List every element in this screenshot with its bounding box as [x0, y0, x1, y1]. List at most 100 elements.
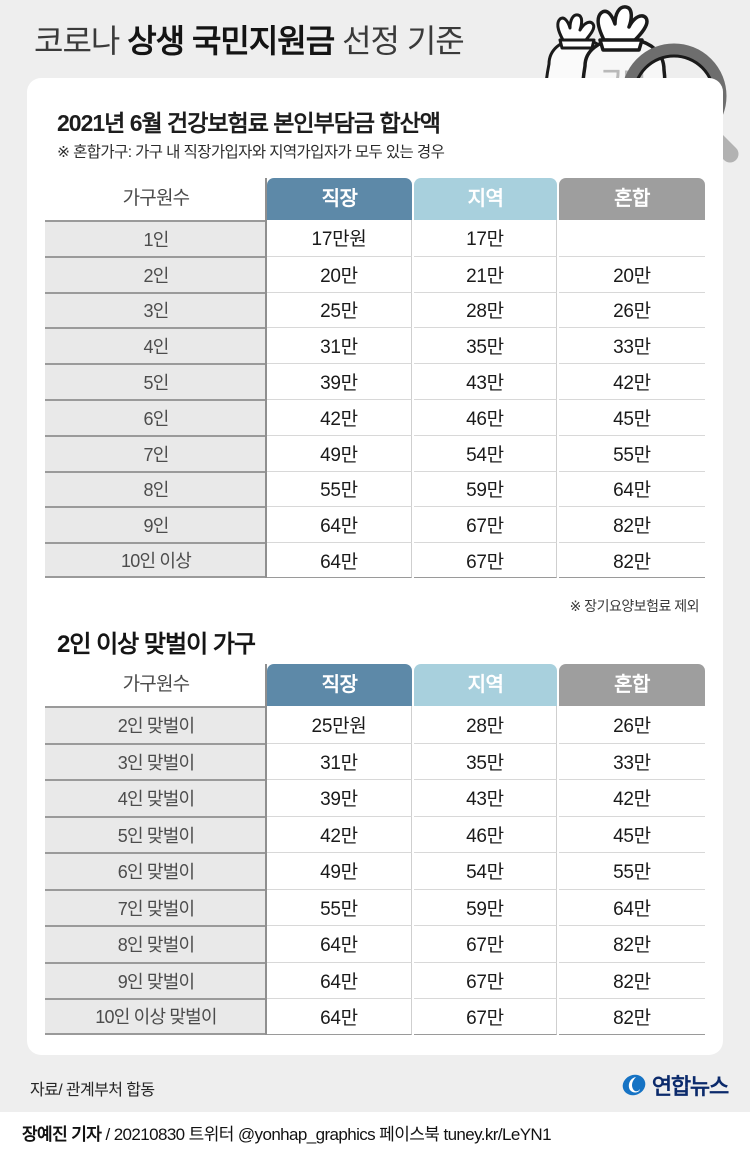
table2-row-label: 6인 맞벌이: [45, 852, 267, 889]
content-card: 2021년 6월 건강보험료 본인부담금 합산액 ※ 혼합가구: 가구 내 직장…: [27, 78, 723, 1055]
table1-cell-value: 49만: [267, 434, 412, 471]
credit-text: 장예진 기자 / 20210830 트위터 @yonhap_graphics 페…: [22, 1120, 552, 1145]
table2-cell-value: 55만: [559, 852, 705, 889]
table2-row-label: 8인 맞벌이: [45, 925, 267, 962]
page-title: 코로나 상생 국민지원금 선정 기준: [34, 20, 465, 62]
table-row: 10인 이상 맞벌이 64만 67만 82만: [45, 998, 705, 1035]
section1-note: ※ 혼합가구: 가구 내 직장가입자와 지역가입자가 모두 있는 경우: [57, 144, 445, 161]
table2-cell-value: 35만: [414, 742, 557, 779]
header: 코로나 상생 국민지원금 선정 기준 국민 지원금: [0, 0, 750, 163]
credit-rest: / 20210830 트위터 @yonhap_graphics 페이스북 tun…: [101, 1125, 551, 1144]
table1-row-label: 7인: [45, 434, 267, 471]
yonhap-swirl-icon: [622, 1074, 646, 1096]
table1-row-label: 4인: [45, 327, 267, 364]
table-row: 8인 맞벌이 64만 67만 82만: [45, 925, 705, 962]
table1-header-row: 가구원수 직장 지역 혼합: [45, 178, 705, 220]
table2-body: 2인 맞벌이 25만원 28만 26만 3인 맞벌이 31만 35만 33만 4인 맞벌이 39만…: [45, 706, 705, 1035]
table-row: 1인 17만원 17만: [45, 220, 705, 256]
table1-body: 1인 17만원 17만 2인 20만 21만 20만 3인 25만 28만 26만 4인 31만 35만 3…: [45, 220, 705, 578]
table1-cell-value: 46만: [414, 398, 557, 435]
table2-cell-value: 82만: [559, 961, 705, 998]
table1-cell-value: 28만: [414, 291, 557, 328]
table-row: 7인 49만 54만 55만: [45, 434, 705, 471]
page-title-part2: 상생 국민지원금: [127, 23, 335, 59]
table2-cell-value: 33만: [559, 742, 705, 779]
yonhap-logo: 연합뉴스: [621, 1069, 729, 1101]
table1-row-label: 10인 이상: [45, 542, 267, 578]
table2-cell-value: 31만: [267, 742, 412, 779]
table2-cell-value: 64만: [267, 925, 412, 962]
table1-cell-value: [559, 220, 705, 256]
table2-header-row: 가구원수 직장 지역 혼합: [45, 664, 705, 706]
table1-cell-value: 55만: [559, 434, 705, 471]
table2-header-col-region: 지역: [414, 664, 557, 706]
table2-cell-value: 82만: [559, 998, 705, 1035]
table-row: 8인 55만 59만 64만: [45, 470, 705, 507]
table2-cell-value: 64만: [267, 998, 412, 1035]
table1-cell-value: 82만: [559, 542, 705, 578]
table1-cell-value: 64만: [267, 542, 412, 578]
table2-cell-value: 55만: [267, 888, 412, 925]
table2-cell-value: 43만: [414, 779, 557, 816]
table2-cell-value: 26만: [559, 706, 705, 743]
section1-footnote: ※ 장기요양보험료 제외: [569, 598, 700, 614]
table2-cell-value: 42만: [267, 815, 412, 852]
section2-title: 2인 이상 맞벌이 가구: [57, 631, 256, 658]
table1-header-label: 가구원수: [122, 188, 191, 209]
table1-cell-value: 17만: [414, 220, 557, 256]
table2-row-label: 2인 맞벌이: [45, 706, 267, 743]
table1-cell-value: 59만: [414, 470, 557, 507]
table-household-premium: 가구원수 직장 지역 혼합 1인 17만원 17만 2인 20만 21만 20만 3인 25만 2…: [45, 178, 705, 578]
table1-cell-value: 31만: [267, 327, 412, 364]
table-row: 6인 맞벌이 49만 54만 55만: [45, 852, 705, 889]
source-text: 자료/ 관계부처 합동: [30, 1082, 155, 1099]
credit-reporter: 장예진 기자: [22, 1125, 102, 1144]
table-row: 10인 이상 64만 67만 82만: [45, 542, 705, 578]
table1-row-label: 8인: [45, 470, 267, 507]
table1-cell-value: 33만: [559, 327, 705, 364]
table1-cell-value: 20만: [559, 255, 705, 292]
table2-cell-value: 54만: [414, 852, 557, 889]
table-row: 6인 42만 46만 45만: [45, 398, 705, 435]
table1-cell-value: 54만: [414, 434, 557, 471]
table2-cell-value: 59만: [414, 888, 557, 925]
table1-row-label: 3인: [45, 291, 267, 328]
table-row: 2인 20만 21만 20만: [45, 255, 705, 292]
page-title-part3: 선정 기준: [334, 23, 465, 59]
table2-cell-value: 39만: [267, 779, 412, 816]
table1-header-col-mixed: 혼합: [559, 178, 705, 220]
table1-cell-value: 64만: [267, 506, 412, 543]
table1-header-col-workplace: 직장: [267, 178, 412, 220]
table1-cell-value: 35만: [414, 327, 557, 364]
table-row: 9인 64만 67만 82만: [45, 506, 705, 543]
table1-cell-value: 42만: [267, 398, 412, 435]
table-row: 3인 맞벌이 31만 35만 33만: [45, 742, 705, 779]
table2-cell-value: 67만: [414, 998, 557, 1035]
table-row: 9인 맞벌이 64만 67만 82만: [45, 961, 705, 998]
table2-cell-value: 49만: [267, 852, 412, 889]
table1-row-label: 6인: [45, 398, 267, 435]
table2-row-label: 5인 맞벌이: [45, 815, 267, 852]
table1-cell-value: 43만: [414, 363, 557, 399]
table1-cell-value: 21만: [414, 255, 557, 292]
table-row: 3인 25만 28만 26만: [45, 291, 705, 328]
table1-cell-value: 26만: [559, 291, 705, 328]
table-row: 4인 맞벌이 39만 43만 42만: [45, 779, 705, 816]
table1-cell-value: 39만: [267, 363, 412, 399]
table1-cell-value: 67만: [414, 506, 557, 543]
table1-row-label: 2인: [45, 255, 267, 292]
table1-cell-value: 55만: [267, 470, 412, 507]
table1-cell-value: 82만: [559, 506, 705, 543]
yonhap-brand-text: 연합뉴스: [651, 1074, 729, 1099]
table2-cell-value: 67만: [414, 925, 557, 962]
table2-cell-value: 82만: [559, 925, 705, 962]
table-column-separator: [265, 178, 267, 578]
table2-header-col-mixed: 혼합: [559, 664, 705, 706]
table1-row-label: 5인: [45, 363, 267, 399]
table1-row-label: 9인: [45, 506, 267, 543]
table2-row-label: 4인 맞벌이: [45, 779, 267, 816]
table2-cell-value: 25만원: [267, 706, 412, 743]
table1-cell-value: 64만: [559, 470, 705, 507]
table1-cell-value: 42만: [559, 363, 705, 399]
